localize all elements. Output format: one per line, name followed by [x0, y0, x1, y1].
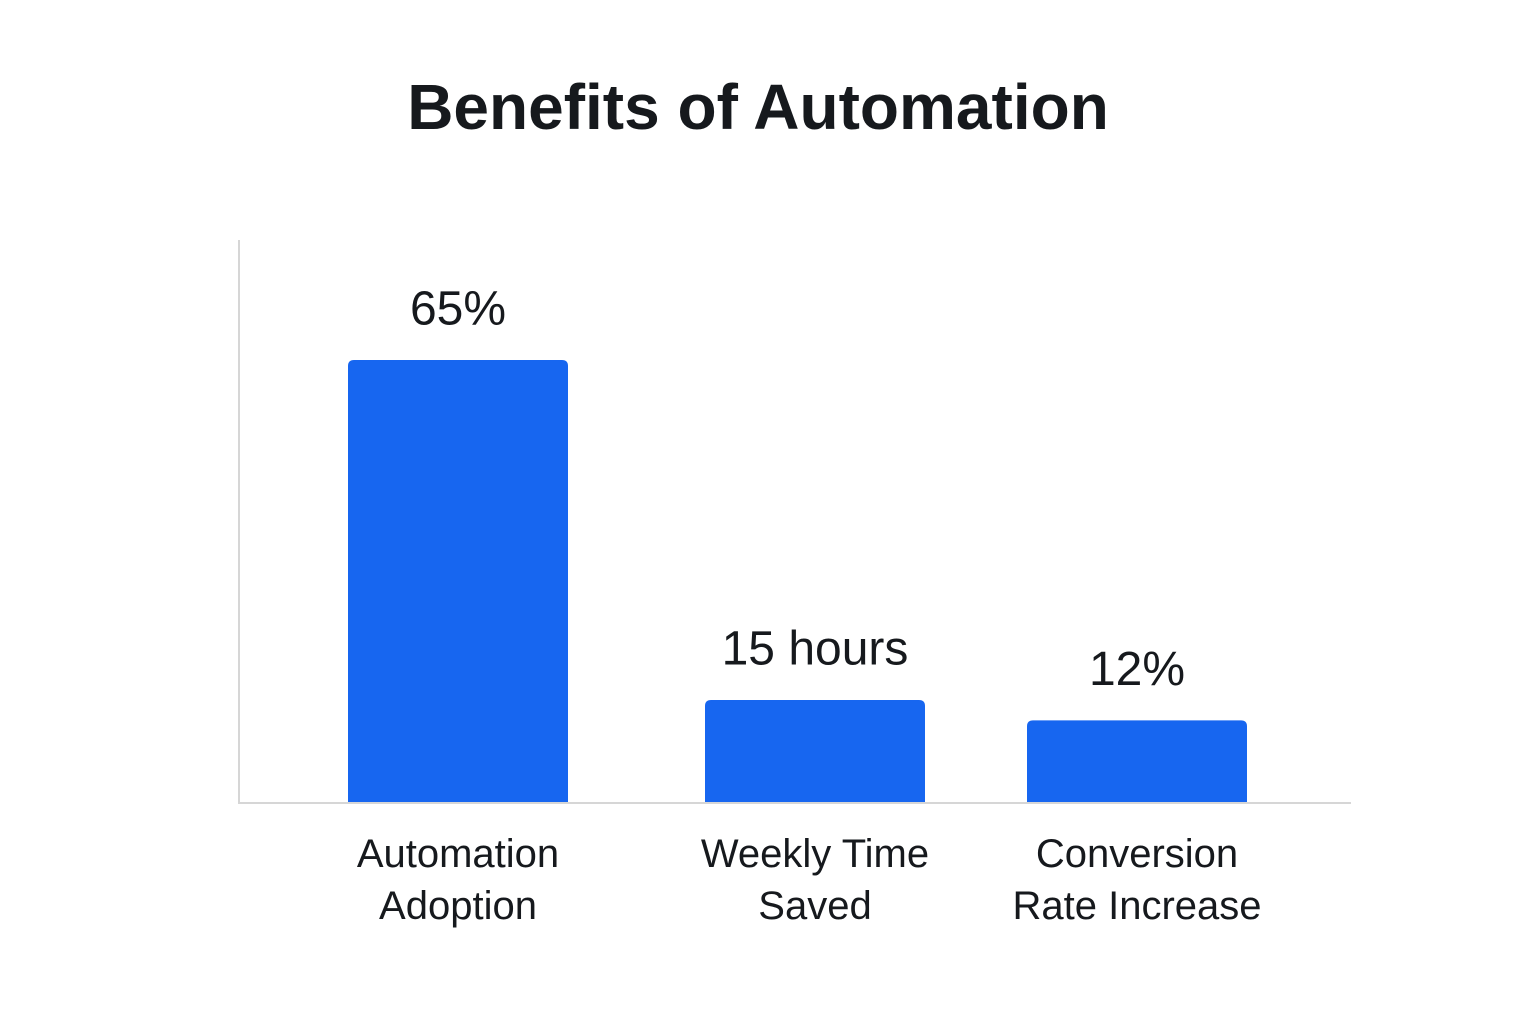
x-tick-label: Automation Adoption: [356, 832, 560, 928]
bar: [348, 360, 568, 802]
value-label: 15 hours: [722, 623, 909, 676]
bar: [1027, 720, 1247, 802]
bar: [705, 700, 925, 802]
value-label: 65%: [410, 283, 506, 336]
x-tick-label: Conversion Rate Increase: [1012, 832, 1262, 928]
chart-title: Benefits of Automation: [407, 71, 1109, 143]
value-label: 12%: [1089, 643, 1185, 696]
x-tick-label: Weekly Time Saved: [700, 832, 930, 928]
